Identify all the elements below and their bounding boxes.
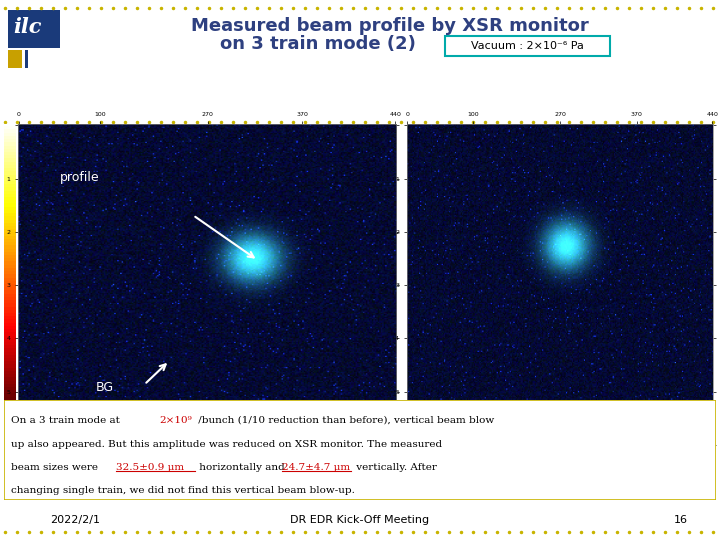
Text: 16: 16 [674,515,688,525]
Text: beam sizes were: beam sizes were [11,463,101,471]
Text: changing single train, we did not find this vertical beam blow-up.: changing single train, we did not find t… [11,485,355,495]
Text: profile: profile [60,171,99,184]
Text: Sample 1: Sample 1 [37,430,82,441]
Text: DR EDR Kick-Off Meeting: DR EDR Kick-Off Meeting [290,515,430,525]
Text: on 3 train mode (2): on 3 train mode (2) [220,35,416,53]
Text: /bunch (1/10 reduction than before), vertical beam blow: /bunch (1/10 reduction than before), ver… [194,416,494,424]
Text: up also appeared. But this amplitude was reduced on XSR monitor. The measured: up also appeared. But this amplitude was… [11,440,442,449]
Text: Measured beam profile by XSR monitor: Measured beam profile by XSR monitor [191,17,589,35]
Bar [8,10,60,48]
Text: 32.5±0.9 μm: 32.5±0.9 μm [115,463,184,471]
Text: horizontally and: horizontally and [196,463,288,471]
Bar [8,50,22,68]
Bar [445,36,610,56]
Text: 2022/2/1: 2022/2/1 [50,515,100,525]
Bar [25,50,28,68]
Text: BG: BG [96,381,114,394]
Text: vertically. After: vertically. After [353,463,437,471]
Text: Vacuum : 2×10⁻⁶ Pa: Vacuum : 2×10⁻⁶ Pa [471,41,583,51]
Text: Sample 2: Sample 2 [422,430,468,441]
Text: 24.7±4.7 μm: 24.7±4.7 μm [282,463,350,471]
Text: ilc: ilc [13,17,42,37]
Text: On a 3 train mode at: On a 3 train mode at [11,416,123,424]
Text: 2×10⁹: 2×10⁹ [159,416,192,424]
